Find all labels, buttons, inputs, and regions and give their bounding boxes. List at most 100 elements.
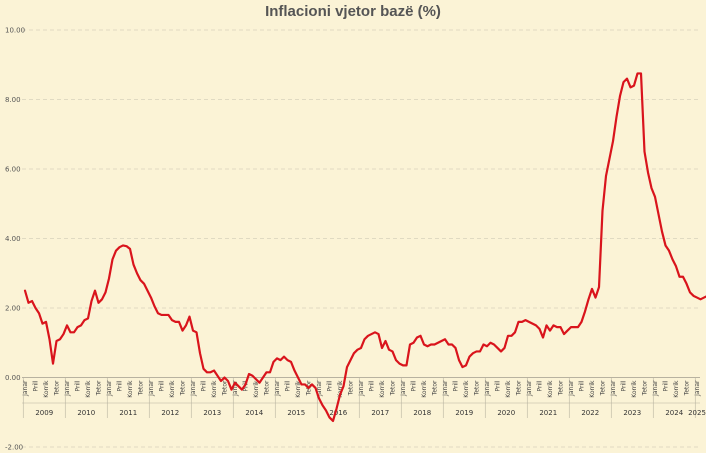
data-point [283,356,285,358]
data-point [668,250,670,252]
data-point [700,298,702,300]
data-point [136,272,138,274]
data-point [395,359,397,361]
data-point [493,344,495,346]
data-point [105,291,107,293]
x-tick-label: Tetor [516,380,523,396]
data-point [602,210,604,212]
x-tick-label: Janar [148,380,155,397]
data-point [129,248,131,250]
x-tick-label: Tetor [96,380,103,396]
data-point [245,384,247,386]
data-point [689,291,691,293]
x-tick-label: Korrik [43,380,50,398]
x-tick-label: Janar [652,380,659,397]
data-point [563,333,565,335]
data-point [52,363,54,365]
data-point [686,283,688,285]
data-point [367,335,369,337]
data-point [423,344,425,346]
x-tick-label: Korrik [421,380,428,398]
data-point [630,86,632,88]
data-point [539,328,541,330]
x-tick-label: Korrik [631,380,638,398]
data-point [108,278,110,280]
year-label: 2022 [581,409,599,417]
data-point [203,368,205,370]
year-label: 2024 [665,409,683,417]
x-tick-label: Tetor [390,380,397,396]
data-point [409,344,411,346]
x-tick-label: Prill [75,380,82,391]
data-point [374,331,376,333]
data-point [182,330,184,332]
data-point [304,384,306,386]
data-point [497,347,499,349]
data-point [42,323,44,325]
data-point [588,298,590,300]
data-point [35,307,37,309]
data-point [504,347,506,349]
data-point [507,335,509,337]
data-point [241,389,243,391]
y-tick-label: 2.00 [5,305,21,313]
y-tick-label: 8.00 [5,96,21,104]
data-point [623,81,625,83]
data-point [465,364,467,366]
x-tick-label: Tetor [54,380,61,396]
data-point [511,335,513,337]
data-point [280,359,282,361]
x-tick-label: Korrik [253,380,260,398]
data-point [402,364,404,366]
data-point [381,347,383,349]
data-point [301,384,303,386]
x-tick-label: Tetor [600,380,607,396]
x-tick-label: Prill [453,380,460,391]
data-point [486,345,488,347]
data-point [80,324,82,326]
data-point [665,245,667,247]
data-point [455,347,457,349]
data-point [560,326,562,328]
data-point [532,323,534,325]
year-label: 2011 [119,409,137,417]
data-point [637,73,639,75]
data-point [528,321,530,323]
data-point [231,389,233,391]
data-point [434,344,436,346]
x-tick-label: Prill [33,380,40,391]
data-point [171,319,173,321]
data-point [227,380,229,382]
data-point [605,175,607,177]
x-tick-label: Tetor [264,380,271,396]
data-point [378,333,380,335]
data-point [178,321,180,323]
series-line [23,72,706,423]
data-point [462,366,464,368]
year-label: 2013 [203,409,221,417]
data-point [31,300,33,302]
x-tick-label: Tetor [348,380,355,396]
x-tick-label: Tetor [138,380,145,396]
x-tick-label: Janar [526,380,533,397]
data-point [213,370,215,372]
data-point [371,333,373,335]
data-point [329,417,331,419]
x-tick-label: Korrik [127,380,134,398]
data-point [654,196,656,198]
year-label: 2025 [688,409,706,417]
x-tick-label: Janar [22,380,29,397]
year-label: 2015 [287,409,305,417]
data-point [626,78,628,80]
data-point [696,297,698,299]
data-point [364,338,366,340]
data-point [469,356,471,358]
x-tick-label: Janar [400,380,407,397]
data-point [84,319,86,321]
data-point [98,302,100,304]
data-point [269,371,271,373]
data-point [94,290,96,292]
data-point [581,321,583,323]
year-label: 2016 [329,409,347,417]
data-point [458,359,460,361]
